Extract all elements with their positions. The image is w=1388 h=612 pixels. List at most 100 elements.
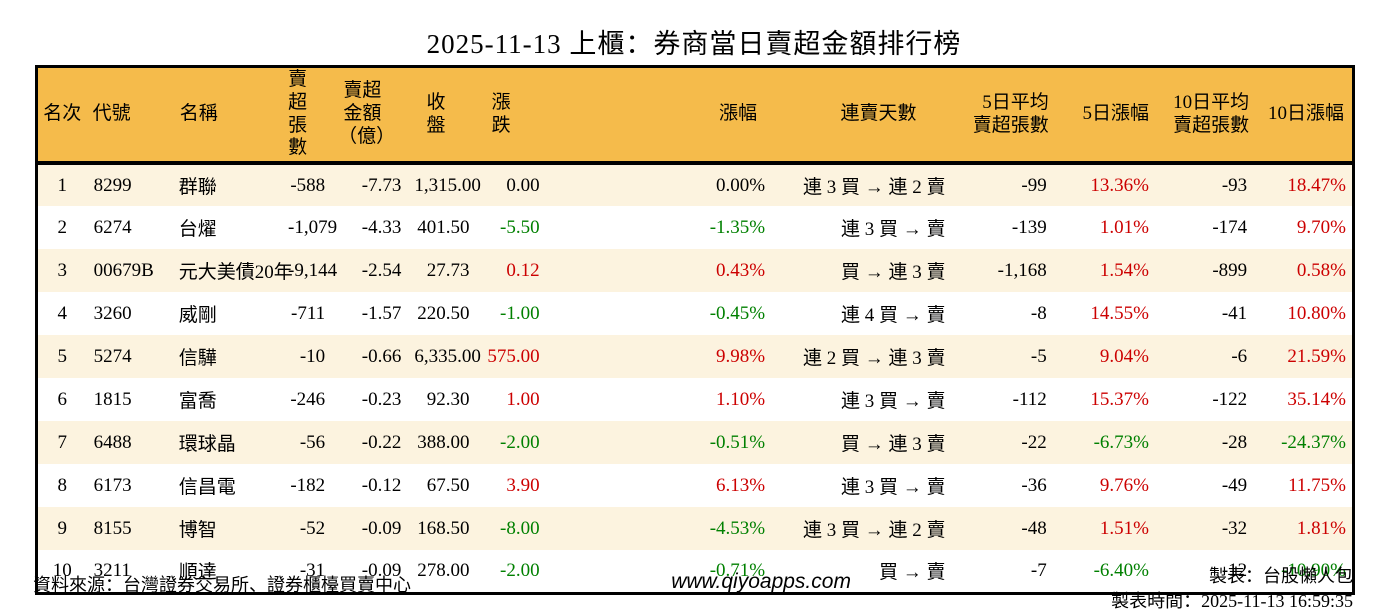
cell-avg10-volume: -6 (1231, 345, 1248, 367)
cell-change-pct: 0.00% (716, 174, 766, 196)
cell-net-sell-volume: -10 (299, 345, 326, 367)
cell-name: 群聯 (178, 177, 217, 199)
cell-pct10: 35.14% (1287, 388, 1346, 410)
footer-credits: 製表：台股懶人包 製表時間：2025-11-13 16:59:35 (1111, 564, 1353, 612)
cell-change-pct: -0.51% (709, 431, 766, 453)
cell-name: 威剛 (178, 305, 217, 327)
cell-pct5: -6.73% (1093, 431, 1149, 453)
cell-change: -2.00 (500, 431, 540, 453)
cell-avg5-volume: -1,168 (997, 259, 1047, 281)
cell-rank: 8 (57, 474, 68, 496)
column-header-streak: 連賣天數 (777, 66, 958, 166)
cell-rank: 1 (57, 174, 68, 196)
cell-pct10: 0.58% (1296, 259, 1346, 281)
cell-code: 6274 (93, 216, 132, 238)
cell-net-sell-amount: -7.73 (361, 174, 402, 196)
column-header-net-sell-volume: 賣超張數 (287, 66, 338, 166)
cell-avg10-volume: -93 (1221, 174, 1248, 196)
table-row: 5 5274 信驊 -10 -0.66 6,335.00 575.00 9.98% 連 2 買 … (36, 335, 1354, 379)
cell-change-pct: -4.53% (709, 517, 766, 539)
cell-code: 3260 (93, 302, 132, 324)
table-row: 9 8155 博智 -52 -0.09 168.50 -8.00 -4.53% 連 3 買 → … (36, 507, 1354, 551)
cell-code: 6173 (93, 474, 132, 496)
cell-name: 富喬 (178, 391, 217, 413)
cell-pct10: 11.75% (1288, 474, 1346, 496)
cell-close: 92.30 (426, 388, 470, 410)
page-title: 2025-11-13 上櫃：券商當日賣超金額排行榜 (426, 29, 962, 59)
cell-name: 環球晶 (178, 434, 236, 456)
cell-close: 278.00 (417, 559, 470, 581)
cell-change: 575.00 (487, 345, 540, 367)
cell-avg5-volume: -112 (1012, 388, 1047, 410)
cell-change: -2.00 (500, 559, 540, 581)
cell-code: 1815 (93, 388, 132, 410)
cell-avg5-volume: -36 (1021, 474, 1047, 496)
ranking-table: 名次 代號 名稱 賣超張數 賣超金額 （億） 收盤 漲跌 漲幅 連賣天數 5日平均 賣超張數 5日漲… (35, 65, 1355, 595)
table-body: 1 8299 群聯 -588 -7.73 1,315.00 0.00 0.00% 連 3 買 →… (36, 163, 1354, 593)
cell-avg10-volume: -12 (1221, 559, 1248, 581)
cell-name: 信驊 (178, 348, 217, 370)
cell-code: 6488 (93, 431, 132, 453)
cell-pct10: 1.81% (1296, 517, 1346, 539)
cell-net-sell-amount: -1.57 (361, 302, 402, 324)
cell-streak: 連 2 買 → 連 3 賣 (803, 348, 946, 370)
cell-close: 67.50 (426, 474, 470, 496)
cell-pct5: 1.51% (1099, 517, 1149, 539)
cell-pct5: 14.55% (1090, 302, 1149, 324)
cell-change: 1.00 (506, 388, 540, 410)
cell-rank: 5 (57, 345, 68, 367)
cell-code: 3211 (93, 559, 131, 581)
cell-change-pct: 9.98% (716, 345, 766, 367)
cell-net-sell-volume: -711 (291, 302, 326, 324)
data-source-note: 資料來源：台灣證券交易所、證券櫃檯買賣中心 (33, 575, 411, 595)
cell-pct10: -10.90% (1281, 559, 1346, 581)
website-text: www.qiyoapps.com (671, 570, 851, 593)
cell-streak: 連 3 買 → 賣 (841, 391, 946, 413)
cell-streak: 連 3 買 → 賣 (841, 219, 946, 241)
cell-streak: 買 → 連 3 賣 (841, 262, 946, 284)
cell-close: 220.50 (417, 302, 470, 324)
cell-rank: 10 (52, 559, 72, 581)
cell-avg5-volume: -48 (1021, 517, 1047, 539)
cell-avg5-volume: -22 (1021, 431, 1047, 453)
footer: 資料來源：台灣證券交易所、證券櫃檯買賣中心 www.qiyoapps.com 製… (33, 564, 1353, 612)
cell-change: -8.00 (500, 517, 540, 539)
table-row: 2 6274 台燿 -1,079 -4.33 401.50 -5.50 -1.35% 連 3 買… (37, 206, 1354, 249)
cell-pct5: 1.54% (1099, 259, 1149, 281)
cell-avg5-volume: -5 (1030, 345, 1047, 367)
cell-avg10-volume: -174 (1212, 216, 1248, 238)
cell-net-sell-volume: -182 (290, 474, 326, 496)
cell-change: -1.00 (500, 302, 540, 324)
column-header-close: 收盤 (413, 66, 482, 166)
cell-avg10-volume: -49 (1221, 474, 1248, 496)
column-header-pct5: 5日漲幅 (1058, 66, 1161, 166)
column-header-code: 代號 (86, 66, 172, 166)
table-row: 3 00679B 元大美債20年 -9,144 -2.54 27.73 0.12 0.43% 買… (36, 249, 1354, 293)
cell-code: 00679B (93, 259, 154, 281)
cell-close: 401.50 (417, 216, 470, 238)
cell-rank: 6 (57, 388, 68, 410)
cell-rank: 9 (57, 517, 68, 539)
cell-net-sell-volume: -31 (299, 559, 326, 581)
cell-net-sell-volume: -246 (290, 388, 326, 410)
cell-pct5: 9.76% (1099, 474, 1149, 496)
cell-streak: 連 3 買 → 連 2 賣 (803, 177, 946, 199)
cell-avg10-volume: -899 (1212, 259, 1248, 281)
table-row: 8 6173 信昌電 -182 -0.12 67.50 3.90 6.13% 連 3 買 → 賣… (37, 464, 1354, 507)
cell-net-sell-amount: -0.23 (361, 388, 402, 410)
cell-pct5: 1.01% (1099, 216, 1149, 238)
cell-name: 信昌電 (178, 477, 236, 499)
cell-pct10: -24.37% (1281, 431, 1346, 453)
column-header-avg5-volume: 5日平均 賣超張數 (957, 66, 1059, 166)
cell-avg5-volume: -7 (1030, 559, 1047, 581)
cell-streak: 買 → 賣 (879, 562, 946, 584)
cell-streak: 買 → 連 3 賣 (841, 434, 946, 456)
column-header-avg10-volume: 10日平均 賣超張數 (1160, 66, 1260, 166)
table-row: 4 3260 威剛 -711 -1.57 220.50 -1.00 -0.45% 連 4 買 →… (37, 292, 1354, 335)
cell-rank: 2 (57, 216, 68, 238)
cell-rank: 4 (57, 302, 68, 324)
cell-pct5: -6.40% (1093, 559, 1149, 581)
cell-pct5: 13.36% (1090, 174, 1149, 196)
cell-name: 博智 (178, 520, 217, 542)
cell-net-sell-volume: -1,079 (288, 216, 338, 238)
